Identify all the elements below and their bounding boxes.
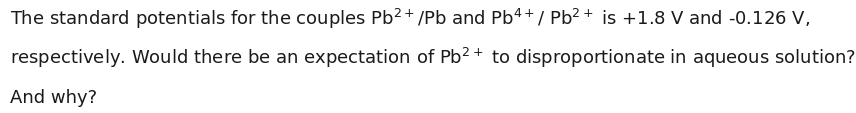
Text: respectively. Would there be an expectation of Pb$^{2+}$ to disproportionate in : respectively. Would there be an expectat… [10,45,856,69]
Text: The standard potentials for the couples Pb$^{2+}$/Pb and Pb$^{4+}$/ Pb$^{2+}$ is: The standard potentials for the couples … [10,7,811,31]
Text: And why?: And why? [10,88,98,106]
